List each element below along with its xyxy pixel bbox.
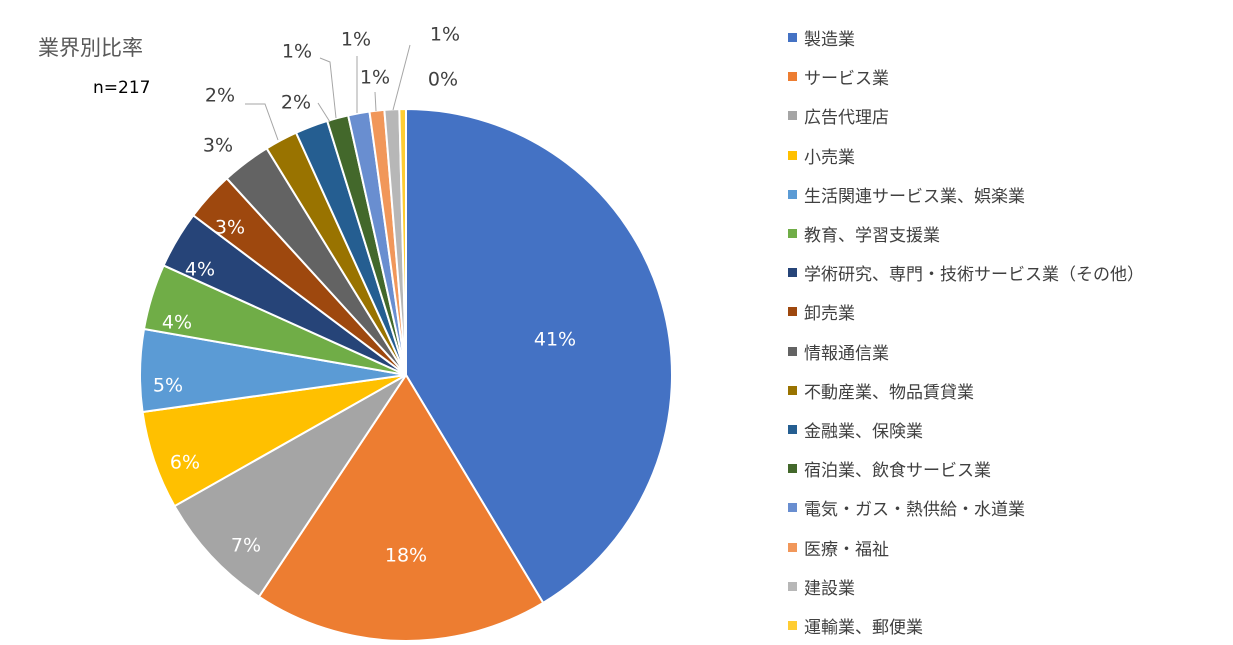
legend-item: 情報通信業 [788,332,1144,371]
leader-line-14 [374,91,377,112]
legend-item: 宿泊業、飲食サービス業 [788,449,1144,488]
legend-label: 小売業 [804,147,855,168]
legend-swatch [788,464,797,474]
legend-item: 教育、学習支援業 [788,214,1144,253]
legend-swatch [788,424,797,434]
leader-line-10 [245,103,279,141]
legend-item: 広告代理店 [788,96,1144,135]
legend-label: 卸売業 [804,304,855,325]
legend-item: 医療・福祉 [788,527,1144,566]
legend-swatch [788,150,797,160]
leader-line-12 [319,57,337,119]
data-label-9: 3% [203,135,233,157]
data-label-1: 41% [534,329,576,351]
data-label-4: 6% [170,452,200,474]
legend-label: 広告代理店 [804,108,889,129]
sample-size-label: n=217 [93,78,151,98]
legend-swatch [788,346,797,356]
pie-slice-3 [173,374,407,599]
legend-item: 金融業、保険業 [788,410,1144,449]
legend-swatch [788,503,797,513]
legend-swatch [788,620,797,630]
legend-swatch [788,111,797,121]
leader-lines [245,44,411,141]
data-label-16: 0% [428,69,458,91]
data-label-6: 4% [162,312,192,334]
legend-swatch [788,307,797,317]
legend-item: 電気・ガス・熱供給・水道業 [788,488,1144,527]
legend-item: 学術研究、専門・技術サービス業（その他） [788,253,1144,292]
data-label-14: 1% [360,67,390,89]
legend: 製造業サービス業広告代理店小売業生活関連サービス業、娯楽業 教育、学習支援業学術研… [788,18,1144,645]
pie-slice-1 [405,107,673,605]
data-label-12: 1% [282,41,312,63]
legend-label: 生活関連サービス業、娯楽業 [804,186,1025,207]
data-label-15: 1% [430,24,460,46]
leader-line-15 [392,44,411,111]
legend-item: サービス業 [788,57,1144,96]
legend-label: 医療・福祉 [804,539,889,560]
legend-item: 不動産業、物品賃貸業 [788,371,1144,410]
pie-slice-16 [398,107,407,376]
legend-swatch [788,268,797,278]
legend-item: 建設業 [788,567,1144,606]
data-label-10: 2% [205,85,235,107]
legend-swatch [788,33,797,43]
legend-label: 製造業 [804,30,855,51]
leader-line-11 [317,102,331,123]
data-label-11: 2% [281,92,311,114]
legend-label: 電気・ガス・熱供給・水道業 [804,500,1025,521]
legend-item: 小売業 [788,136,1144,175]
legend-label: 建設業 [804,578,855,599]
legend-label: 教育、学習支援業 [804,226,940,247]
data-label-2: 18% [385,545,427,567]
legend-swatch [788,72,797,82]
legend-label: 不動産業、物品賃貸業 [804,382,974,403]
data-label-13: 1% [341,29,371,51]
legend-item: 運輸業、郵便業 [788,606,1144,645]
legend-swatch [788,385,797,395]
legend-item: 卸売業 [788,292,1144,331]
pie-slice-2 [257,373,545,642]
legend-label: 宿泊業、飲食サービス業 [804,461,991,482]
legend-swatch [788,581,797,591]
legend-label: 学術研究、専門・技術サービス業（その他） [804,265,1144,286]
data-label-7: 4% [185,259,215,281]
legend-label: 運輸業、郵便業 [804,617,923,638]
legend-swatch [788,189,797,199]
chart-title: 業界別比率 [38,36,143,60]
data-label-8: 3% [215,217,245,239]
legend-label: 金融業、保険業 [804,421,923,442]
legend-label: サービス業 [804,69,889,90]
legend-item: 製造業 [788,18,1144,57]
legend-swatch [788,542,797,552]
legend-swatch [788,229,797,239]
legend-item: 生活関連サービス業、娯楽業 [788,175,1144,214]
pie-slices [139,107,673,642]
data-label-3: 7% [231,535,261,557]
legend-label: 情報通信業 [804,343,889,364]
data-labels: 41%18%7%6%5%4%4%3%3%2% 2%1%1%1%1%0% [153,24,576,567]
data-label-5: 5% [153,375,183,397]
